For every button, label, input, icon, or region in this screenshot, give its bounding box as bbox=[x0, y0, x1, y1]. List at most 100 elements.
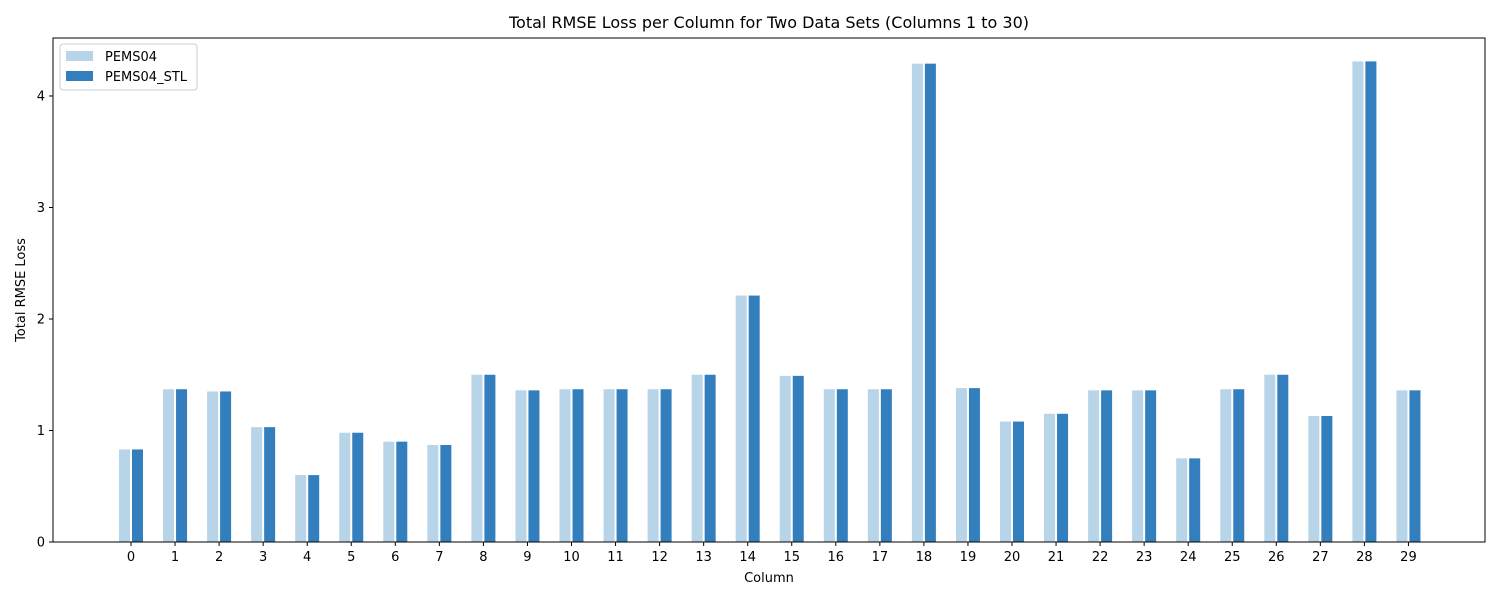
bar-pems04 bbox=[295, 475, 307, 542]
x-tick-label: 4 bbox=[303, 550, 311, 565]
x-tick-label: 9 bbox=[523, 550, 531, 565]
x-tick-label: 0 bbox=[127, 550, 135, 565]
y-axis-title: Total RMSE Loss bbox=[14, 238, 29, 343]
bar-pems04 bbox=[1220, 389, 1232, 542]
bar-pems04 bbox=[867, 389, 879, 542]
bar-pems04-stl bbox=[880, 389, 892, 542]
bars-layer bbox=[119, 61, 1421, 543]
bar-pems04-stl bbox=[1365, 61, 1377, 543]
legend-box bbox=[59, 43, 198, 91]
bar-pems04-stl bbox=[704, 374, 716, 542]
bar-pems04-stl bbox=[484, 374, 496, 542]
bar-pems04-stl bbox=[1145, 390, 1157, 542]
chart-title: Total RMSE Loss per Column for Two Data … bbox=[508, 13, 1029, 32]
bar-pems04 bbox=[471, 374, 483, 542]
x-tick-label: 22 bbox=[1092, 550, 1109, 565]
bar-pems04-stl bbox=[660, 389, 672, 542]
bar-pems04-stl bbox=[792, 375, 804, 542]
ticks-layer: 0 1 2 3 4 5 6 7 8 9 10 11 12 13 14 15 16 17 18 19 20 21 22 23 24… bbox=[37, 89, 1417, 565]
x-tick-label: 18 bbox=[916, 550, 933, 565]
bar-pems04-stl bbox=[616, 389, 628, 542]
x-tick-label: 5 bbox=[347, 550, 355, 565]
bar-pems04-stl bbox=[1277, 374, 1289, 542]
bar-pems04 bbox=[383, 441, 395, 542]
legend: PEMS04 PEMS04_STL bbox=[59, 43, 198, 91]
y-tick-label: 3 bbox=[37, 201, 45, 216]
bar-pems04-stl bbox=[308, 475, 320, 542]
bar-pems04 bbox=[1352, 61, 1364, 543]
bar-pems04-stl bbox=[264, 427, 276, 542]
x-tick-label: 16 bbox=[828, 550, 845, 565]
x-tick-label: 2 bbox=[215, 550, 223, 565]
bar-pems04-stl bbox=[352, 432, 364, 542]
bar-pems04 bbox=[735, 295, 747, 542]
x-tick-label: 28 bbox=[1356, 550, 1373, 565]
bar-pems04 bbox=[911, 63, 923, 542]
x-tick-label: 27 bbox=[1312, 550, 1329, 565]
x-tick-label: 14 bbox=[739, 550, 756, 565]
x-tick-label: 8 bbox=[479, 550, 487, 565]
bar-pems04 bbox=[339, 432, 351, 542]
bar-pems04 bbox=[515, 390, 527, 542]
bar-pems04 bbox=[1308, 416, 1320, 542]
bar-pems04-stl bbox=[220, 391, 232, 542]
plot-frame bbox=[52, 37, 1486, 543]
x-tick-label: 29 bbox=[1400, 550, 1417, 565]
bar-pems04-stl bbox=[440, 444, 452, 542]
axes-layer bbox=[52, 37, 1486, 543]
bar-pems04-stl bbox=[176, 389, 188, 542]
bar-pems04 bbox=[1132, 390, 1144, 542]
bar-pems04-stl bbox=[1321, 416, 1333, 542]
legend-swatch bbox=[66, 51, 93, 61]
bar-pems04-stl bbox=[572, 389, 584, 542]
y-tick-label: 0 bbox=[37, 536, 45, 551]
x-tick-label: 21 bbox=[1048, 550, 1065, 565]
bar-pems04-stl bbox=[1409, 390, 1421, 542]
x-tick-label: 10 bbox=[563, 550, 580, 565]
bar-pems04-stl bbox=[528, 390, 540, 542]
bar-pems04 bbox=[1176, 458, 1188, 542]
x-tick-label: 6 bbox=[391, 550, 399, 565]
bar-pems04 bbox=[559, 389, 571, 542]
x-tick-label: 20 bbox=[1004, 550, 1021, 565]
x-tick-label: 15 bbox=[783, 550, 800, 565]
bar-pems04 bbox=[691, 374, 703, 542]
x-tick-label: 3 bbox=[259, 550, 267, 565]
x-tick-label: 26 bbox=[1268, 550, 1285, 565]
bar-pems04 bbox=[163, 389, 175, 542]
bar-pems04-stl bbox=[1057, 413, 1069, 542]
bar-pems04-stl bbox=[836, 389, 848, 542]
bar-pems04-stl bbox=[132, 449, 143, 542]
legend-swatch bbox=[66, 71, 93, 81]
bar-pems04 bbox=[207, 391, 219, 542]
x-axis-title: Column bbox=[744, 571, 794, 586]
x-tick-label: 19 bbox=[960, 550, 977, 565]
bar-pems04-stl bbox=[1189, 458, 1201, 542]
x-tick-label: 25 bbox=[1224, 550, 1241, 565]
bar-pems04 bbox=[427, 444, 439, 542]
y-tick-label: 4 bbox=[37, 89, 45, 104]
bar-pems04 bbox=[647, 389, 659, 542]
x-tick-label: 23 bbox=[1136, 550, 1153, 565]
bar-pems04-stl bbox=[748, 295, 760, 542]
bar-pems04 bbox=[119, 449, 130, 542]
bar-pems04-stl bbox=[1101, 390, 1113, 542]
x-tick-label: 24 bbox=[1180, 550, 1197, 565]
bar-pems04 bbox=[251, 427, 263, 542]
bar-pems04-stl bbox=[968, 388, 980, 542]
bar-pems04-stl bbox=[924, 63, 936, 542]
y-tick-label: 2 bbox=[37, 312, 45, 327]
bar-pems04 bbox=[1088, 390, 1100, 542]
bar-pems04 bbox=[955, 388, 967, 542]
x-tick-label: 17 bbox=[872, 550, 889, 565]
x-tick-label: 11 bbox=[607, 550, 624, 565]
bar-pems04 bbox=[603, 389, 615, 542]
bar-pems04 bbox=[1396, 390, 1408, 542]
bar-pems04-stl bbox=[396, 441, 408, 542]
legend-label: PEMS04 bbox=[105, 50, 157, 65]
y-tick-label: 1 bbox=[37, 424, 45, 439]
bar-pems04 bbox=[1264, 374, 1276, 542]
x-tick-label: 7 bbox=[435, 550, 443, 565]
bar-pems04-stl bbox=[1233, 389, 1245, 542]
